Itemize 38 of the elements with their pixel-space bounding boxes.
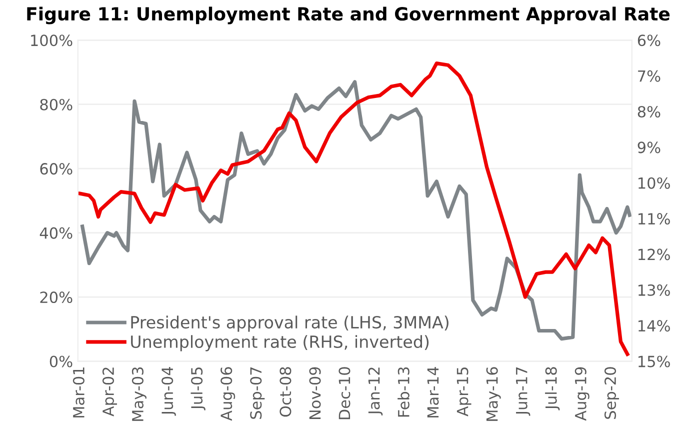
x-tick-label: Jun-17 xyxy=(516,367,530,416)
y-tick-label: 60% xyxy=(40,163,72,175)
x-tick-label: Mar-01 xyxy=(72,368,84,418)
x-tick-label: Apr-15 xyxy=(456,367,472,416)
y2-tick-label: 8% xyxy=(638,106,660,118)
x-tick-label: Mar-14 xyxy=(427,366,439,418)
legend-label: Unemployment rate (RHS, inverted) xyxy=(131,335,429,352)
y-tick-label: 0% xyxy=(50,356,72,368)
y2-tick-label: 10% xyxy=(638,177,670,189)
y2-tick-label: 7% xyxy=(638,70,660,82)
y-tick-label: 20% xyxy=(40,292,72,304)
x-tick-label: Jun-04 xyxy=(162,366,176,416)
y2-tick-label: 15% xyxy=(638,356,670,368)
x-tick-label: Jul-05 xyxy=(190,367,206,410)
y2-tick-label: 6% xyxy=(638,34,660,46)
legend-label: President's approval rate (LHS, 3MMA) xyxy=(131,316,448,332)
y-tick-label: 100% xyxy=(31,34,72,46)
y-tick-label: 40% xyxy=(40,227,72,239)
y-tick-label: 80% xyxy=(40,98,72,110)
y2-tick-label: 14% xyxy=(638,320,670,332)
x-tick-label: Sep-20 xyxy=(604,367,619,419)
y2-tick-label: 9% xyxy=(638,142,660,154)
y2-tick-label: 12% xyxy=(638,248,670,260)
x-tick-label: Nov-09 xyxy=(309,367,321,419)
x-tick-label: Jan-12 xyxy=(368,368,383,416)
x-tick-label: Aug-19 xyxy=(574,367,590,421)
x-tick-label: Jul-18 xyxy=(545,367,560,410)
x-tick-label: Apr-02 xyxy=(102,368,117,416)
chart-title: Figure 11: Unemployment Rate and Government Approval Rate xyxy=(27,6,670,24)
y2-tick-label: 13% xyxy=(638,284,670,296)
x-tick-label: Dec-10 xyxy=(338,367,350,420)
x-tick-label: Aug-06 xyxy=(220,367,236,421)
x-tick-label: May-16 xyxy=(486,367,501,421)
x-tick-label: May-03 xyxy=(132,367,146,421)
x-tick-label: Oct-08 xyxy=(280,367,292,417)
x-tick-label: Sep-07 xyxy=(250,367,265,419)
y2-tick-label: 11% xyxy=(638,213,670,225)
x-tick-label: Feb-13 xyxy=(398,367,410,417)
